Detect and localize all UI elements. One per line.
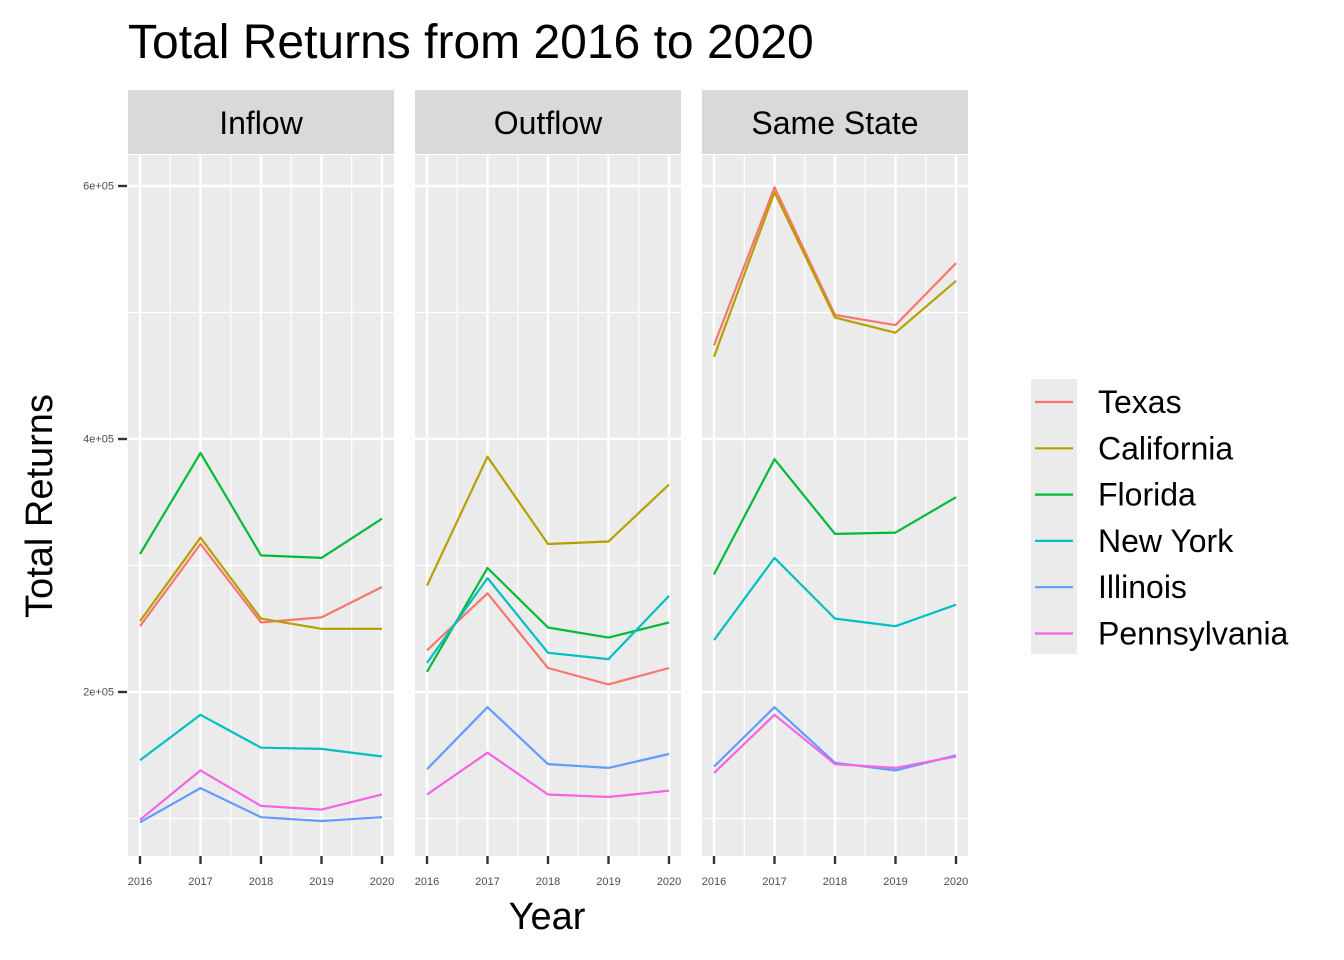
series-line-california — [139, 536, 382, 630]
series-line-pennsylvania — [713, 713, 957, 774]
y-axis-label: Total Returns — [19, 394, 61, 618]
x-tick-label: 2018 — [823, 876, 847, 888]
legend-label: Illinois — [1098, 569, 1187, 605]
x-tick-label: 2016 — [702, 876, 726, 888]
legend-item: Florida — [1035, 477, 1196, 513]
facet-same-state: Same State 2016 2017 2018 2019 2020 — [702, 90, 968, 888]
series-line-florida — [139, 451, 383, 560]
x-tick-label: 2018 — [249, 876, 273, 888]
series-line-new-york — [713, 556, 957, 641]
chart-title: Total Returns from 2016 to 2020 — [128, 16, 814, 69]
legend-item: California — [1035, 430, 1233, 466]
facet-strip — [128, 90, 394, 154]
series-line-texas — [426, 592, 670, 686]
series-line-florida — [426, 566, 670, 673]
facet-strip — [702, 90, 968, 154]
x-tick-label: 2016 — [415, 876, 439, 888]
x-tick-label: 2019 — [883, 876, 907, 888]
facet-strip-label: Same State — [751, 105, 918, 141]
x-tick-label: 2017 — [475, 876, 499, 888]
legend-item: New York — [1035, 523, 1234, 559]
legend-label: California — [1098, 430, 1233, 466]
series-line-california — [712, 191, 957, 358]
series-line-pennsylvania — [139, 769, 383, 821]
facet-outflow: Outflow 2016 2017 2018 2019 2020 — [415, 90, 681, 888]
x-tick-label: 2019 — [596, 876, 620, 888]
facet-strip-label: Outflow — [494, 105, 603, 141]
y-tick-label: 6e+05 — [83, 181, 114, 193]
series-line-new-york — [426, 576, 670, 664]
legend-key-background — [1031, 379, 1077, 654]
x-tick-label: 2020 — [944, 876, 968, 888]
legend-label: Pennsylvania — [1098, 616, 1289, 652]
x-tick-label: 2016 — [128, 876, 152, 888]
series-line-illinois — [426, 706, 670, 770]
x-tick-label: 2019 — [309, 876, 333, 888]
legend-label: New York — [1098, 523, 1234, 559]
x-tick-label: 2020 — [370, 876, 394, 888]
legend-item: Pennsylvania — [1035, 616, 1289, 652]
legend: Texas California Florida New York Illinois Pe… — [1031, 379, 1289, 654]
series-line-illinois — [139, 786, 383, 824]
series-line-california — [426, 455, 670, 587]
facet-strip-label: Inflow — [219, 105, 303, 141]
y-tick-label: 2e+05 — [83, 687, 114, 699]
x-tick-label: 2020 — [657, 876, 681, 888]
legend-item: Texas — [1035, 384, 1182, 420]
legend-item: Illinois — [1035, 569, 1187, 605]
series-line-pennsylvania — [426, 751, 670, 799]
legend-label: Texas — [1098, 384, 1182, 420]
panels: Inflow 2016 2017 2018 2019 2020 Outflow 2016 201… — [128, 90, 968, 888]
x-tick-label: 2017 — [188, 876, 212, 888]
series-line-new-york — [139, 713, 383, 762]
x-axis-label: Year — [509, 896, 586, 938]
y-tick-label: 4e+05 — [83, 434, 114, 446]
series-line-florida — [713, 458, 957, 575]
series-line-texas — [712, 186, 957, 346]
facet-inflow: Inflow 2016 2017 2018 2019 2020 — [128, 90, 394, 888]
facet-strip — [415, 90, 681, 154]
legend-label: Florida — [1098, 477, 1196, 513]
series-line-texas — [139, 542, 383, 627]
x-tick-label: 2017 — [762, 876, 786, 888]
x-tick-label: 2018 — [536, 876, 560, 888]
y-axis: 2e+05 4e+05 6e+05 — [83, 181, 127, 699]
